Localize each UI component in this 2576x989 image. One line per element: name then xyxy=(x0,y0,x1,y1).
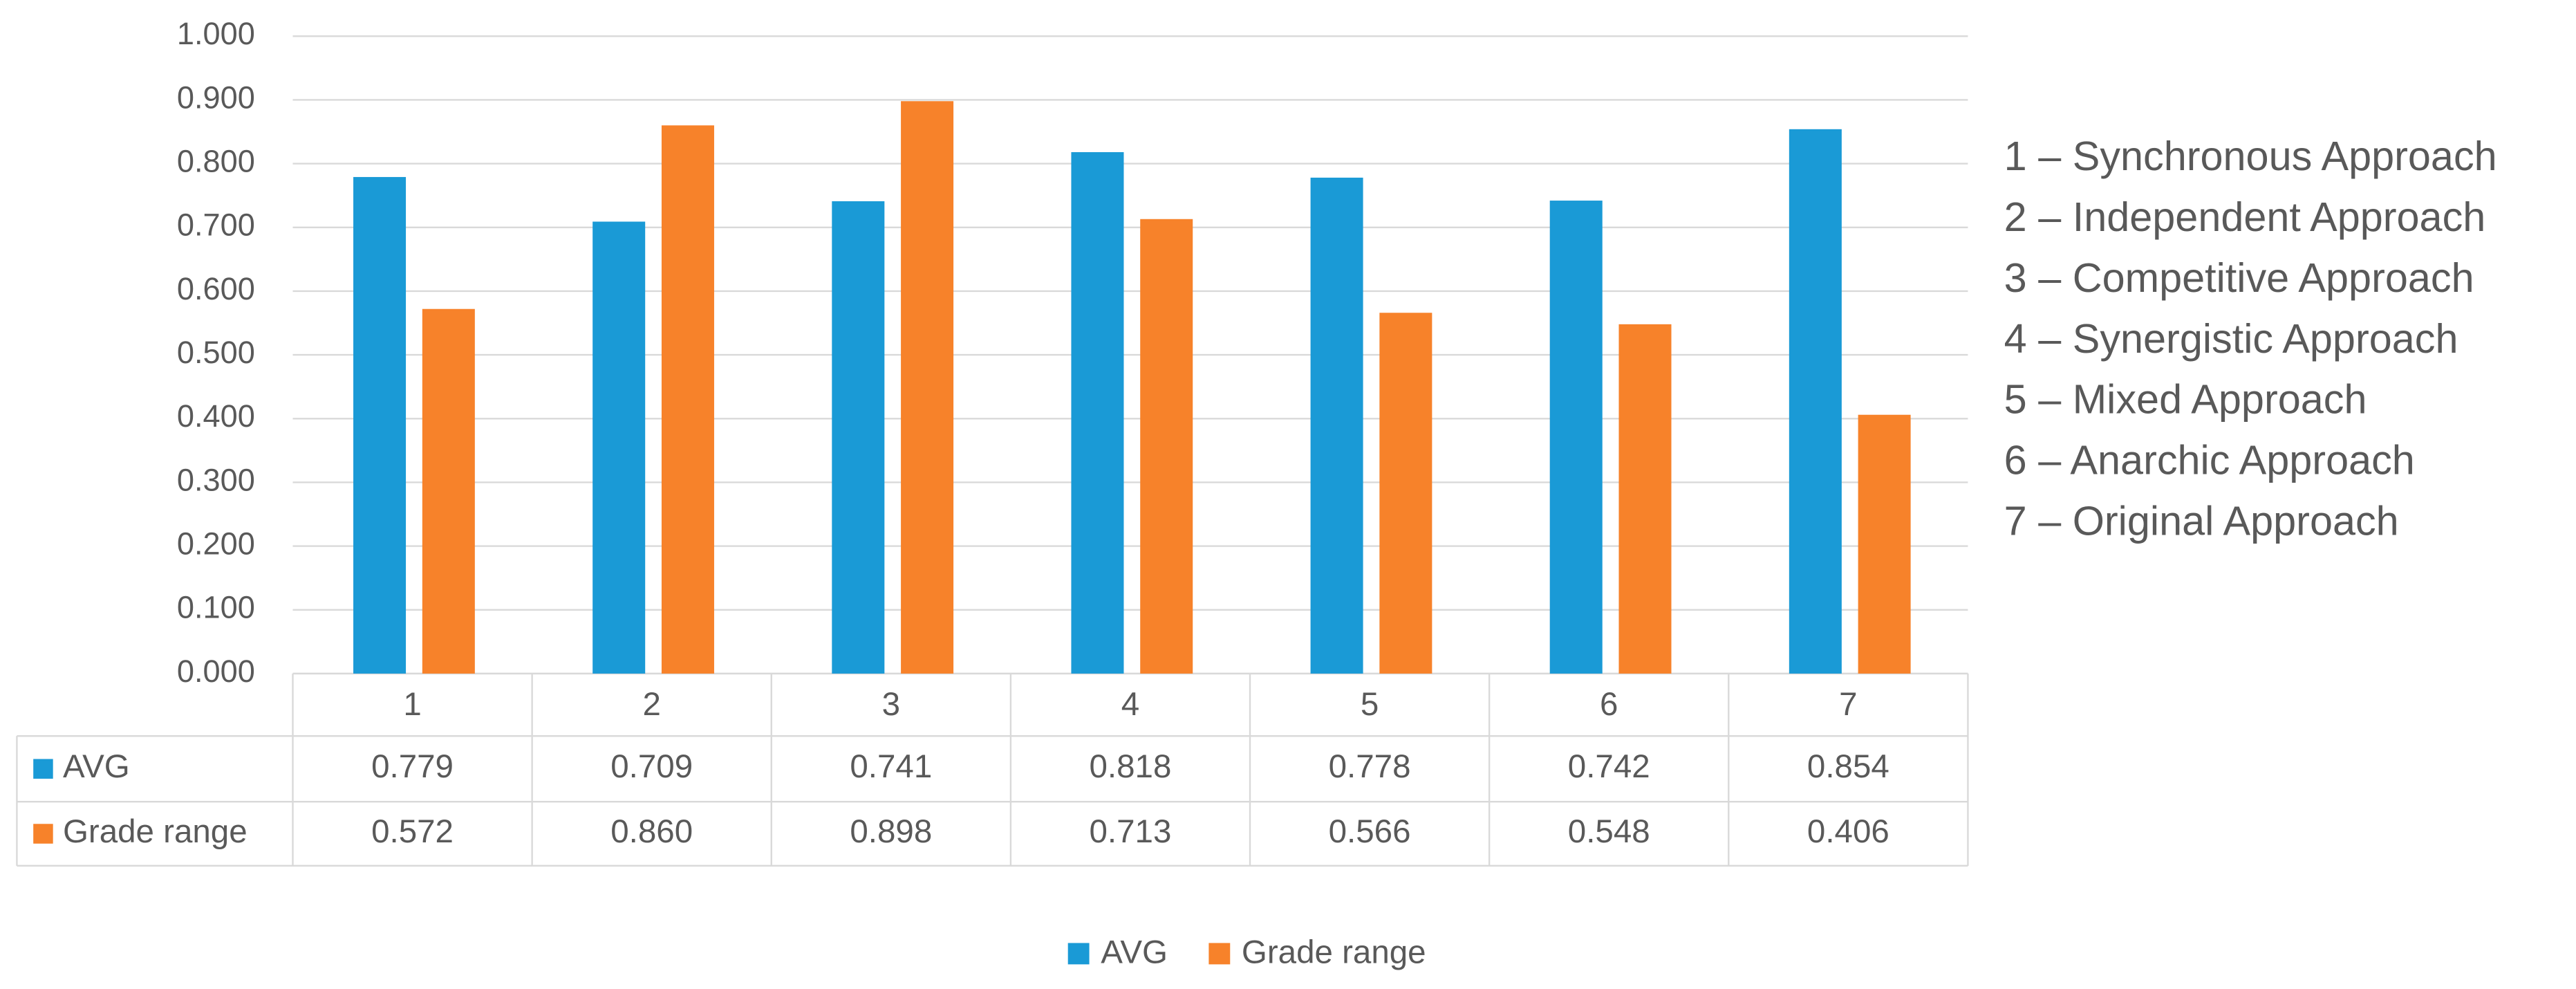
bar xyxy=(592,221,646,674)
table-value: 0.818 xyxy=(1090,748,1172,785)
table-legend-key xyxy=(33,759,53,779)
x-tick-label: 5 xyxy=(1361,686,1379,723)
legend-label: Grade range xyxy=(1242,934,1426,971)
table-value: 0.860 xyxy=(610,813,693,850)
y-tick-label: 1.000 xyxy=(177,16,255,51)
y-tick-label: 0.400 xyxy=(177,398,255,434)
bar xyxy=(422,308,475,674)
category-description: 4 – Synergistic Approach xyxy=(2004,315,2458,362)
y-tick-label: 0.100 xyxy=(177,590,255,625)
category-description: 2 – Independent Approach xyxy=(2004,194,2486,240)
table-value: 0.742 xyxy=(1568,748,1650,785)
bar xyxy=(1071,152,1124,674)
table-value: 0.854 xyxy=(1807,748,1889,785)
x-tick-label: 1 xyxy=(403,686,421,723)
bar xyxy=(661,125,714,674)
table-value: 0.779 xyxy=(371,748,454,785)
category-description: 7 – Original Approach xyxy=(2004,497,2399,544)
y-tick-label: 0.800 xyxy=(177,144,255,179)
y-tick-label: 0.900 xyxy=(177,80,255,115)
bar xyxy=(1789,129,1842,674)
y-tick-label: 0.600 xyxy=(177,271,255,306)
table-value: 0.741 xyxy=(850,748,932,785)
bar xyxy=(1858,414,1911,674)
x-tick-label: 6 xyxy=(1600,686,1618,723)
bar xyxy=(1379,313,1432,674)
category-description: 1 – Synchronous Approach xyxy=(2004,133,2497,179)
table-row-label: Grade range xyxy=(63,813,248,850)
x-tick-label: 3 xyxy=(882,686,900,723)
table-value: 0.898 xyxy=(850,813,932,850)
table-value: 0.713 xyxy=(1090,813,1172,850)
x-tick-label: 4 xyxy=(1121,686,1139,723)
legend-key xyxy=(1067,943,1090,965)
x-tick-label: 2 xyxy=(642,686,660,723)
category-description: 6 – Anarchic Approach xyxy=(2004,437,2415,483)
table-value: 0.566 xyxy=(1329,813,1411,850)
x-tick-label: 7 xyxy=(1839,686,1857,723)
legend-label: AVG xyxy=(1101,934,1168,971)
bar xyxy=(1549,201,1603,674)
y-tick-label: 0.700 xyxy=(177,207,255,243)
y-tick-label: 0.000 xyxy=(177,654,255,689)
bar xyxy=(353,176,407,674)
bar xyxy=(1618,324,1672,674)
table-row-label: AVG xyxy=(63,748,130,785)
bar xyxy=(1140,219,1193,674)
bar xyxy=(1310,177,1363,674)
legend-key xyxy=(1208,943,1231,965)
y-tick-label: 0.500 xyxy=(177,335,255,370)
table-value: 0.709 xyxy=(610,748,693,785)
bar xyxy=(901,101,954,674)
category-description: 3 – Competitive Approach xyxy=(2004,255,2474,301)
table-value: 0.572 xyxy=(371,813,454,850)
y-tick-label: 0.200 xyxy=(177,526,255,562)
table-value: 0.778 xyxy=(1329,748,1411,785)
category-description: 5 – Mixed Approach xyxy=(2004,376,2367,423)
table-value: 0.548 xyxy=(1568,813,1650,850)
table-value: 0.406 xyxy=(1807,813,1889,850)
table-legend-key xyxy=(33,824,53,844)
y-tick-label: 0.300 xyxy=(177,462,255,497)
bar xyxy=(832,201,885,674)
